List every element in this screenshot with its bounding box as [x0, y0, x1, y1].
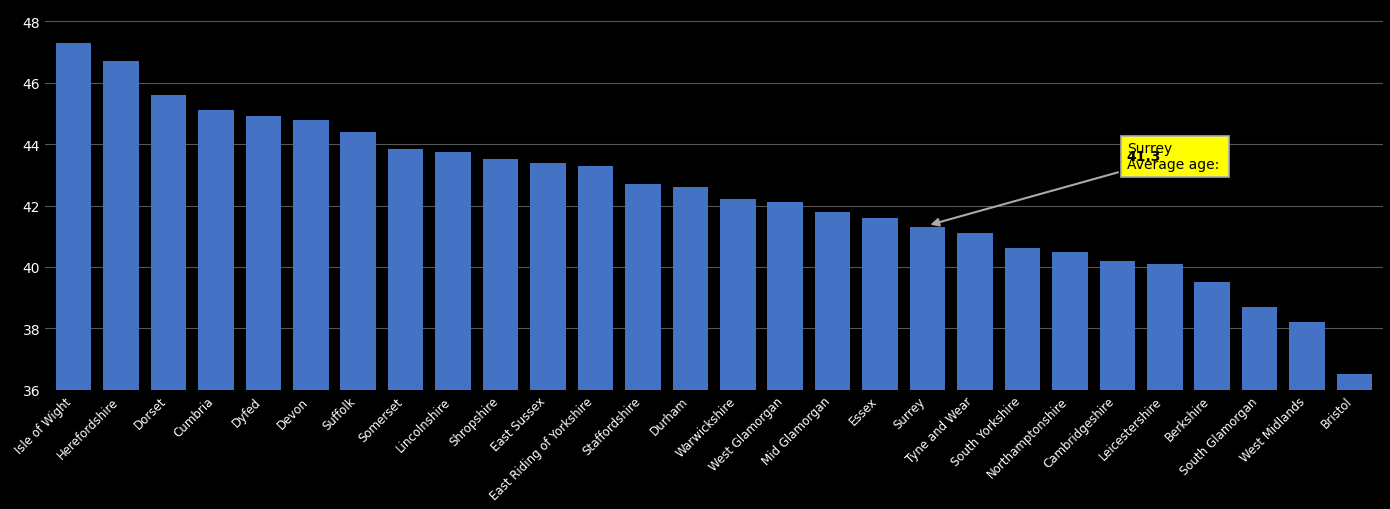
Bar: [150, 96, 186, 390]
Bar: [482, 160, 518, 390]
Bar: [1194, 282, 1230, 390]
Bar: [767, 203, 803, 390]
Bar: [1337, 375, 1372, 390]
Bar: [103, 62, 139, 390]
Bar: [435, 153, 471, 390]
Bar: [293, 120, 328, 390]
Bar: [388, 150, 424, 390]
Text: 41.3: 41.3: [1127, 150, 1161, 164]
Bar: [910, 228, 945, 390]
Bar: [626, 185, 660, 390]
Bar: [1005, 249, 1040, 390]
Bar: [1147, 264, 1183, 390]
Bar: [720, 200, 756, 390]
Bar: [1290, 323, 1325, 390]
Bar: [246, 117, 281, 390]
Bar: [530, 163, 566, 390]
Bar: [673, 188, 708, 390]
Bar: [958, 234, 992, 390]
Bar: [1241, 307, 1277, 390]
Bar: [862, 218, 898, 390]
Bar: [341, 132, 377, 390]
Bar: [815, 212, 851, 390]
Bar: [578, 166, 613, 390]
Bar: [199, 111, 234, 390]
Bar: [56, 44, 92, 390]
Bar: [1099, 261, 1136, 390]
Bar: [1052, 252, 1088, 390]
Text: Surrey
Average age:: Surrey Average age:: [933, 142, 1223, 226]
